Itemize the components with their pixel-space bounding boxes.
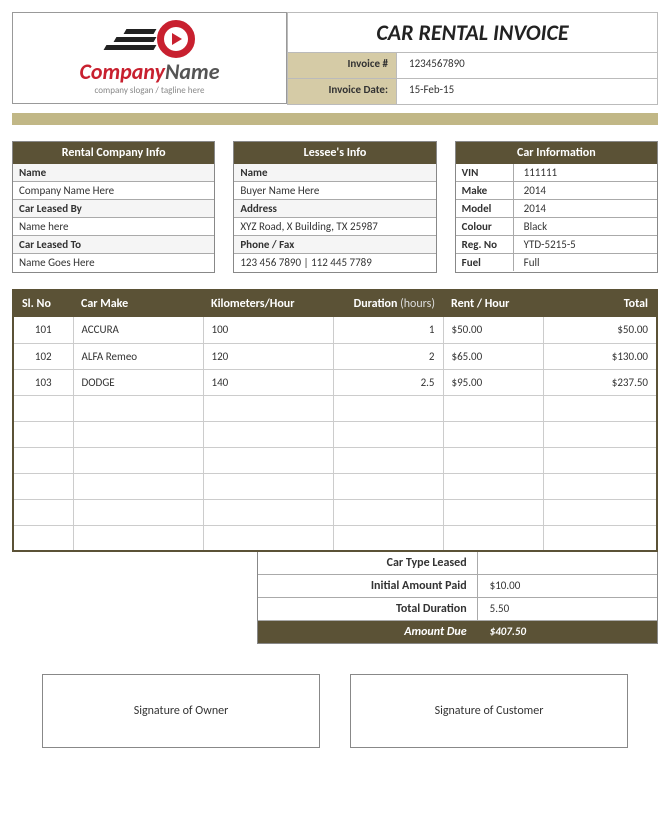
- summary-value: $10.00: [478, 575, 657, 597]
- table-row-empty: [13, 447, 657, 473]
- car-information: Car Information VIN111111Make2014Model20…: [455, 141, 658, 273]
- invoice-no-label: Invoice #: [287, 53, 397, 79]
- cell-total: $50.00: [543, 317, 657, 343]
- signature-customer: Signature of Customer: [350, 674, 628, 748]
- cell-sl: 102: [13, 343, 73, 369]
- col-rent: Rent / Hour: [443, 290, 543, 317]
- invoice-no-value: 1234567890: [397, 53, 658, 79]
- kv-key: Fuel: [456, 254, 514, 271]
- cell-rent: $50.00: [443, 317, 543, 343]
- cell-make: DODGE: [73, 369, 203, 395]
- logo-graphic: [105, 20, 195, 58]
- summary-row: Car Type Leased: [258, 552, 657, 575]
- info-line: 123 456 7890 | 112 445 7789: [234, 254, 435, 272]
- table-row-empty: [13, 525, 657, 551]
- info-line: Name: [234, 164, 435, 182]
- table-row-empty: [13, 395, 657, 421]
- panel-header: Car Information: [456, 142, 657, 164]
- cell-km: 120: [203, 343, 333, 369]
- info-line: Buyer Name Here: [234, 182, 435, 200]
- kv-row: ColourBlack: [456, 218, 657, 236]
- divider-bar: [12, 113, 658, 125]
- cell-total: $237.50: [543, 369, 657, 395]
- signatures: Signature of Owner Signature of Customer: [12, 674, 658, 748]
- kv-row: FuelFull: [456, 254, 657, 271]
- kv-row: Reg. NoYTD-5215-5: [456, 236, 657, 254]
- cell-duration: 2: [333, 343, 443, 369]
- info-line: Name: [13, 164, 214, 182]
- cell-make: ALFA Remeo: [73, 343, 203, 369]
- header: CompanyName company slogan / tagline her…: [12, 12, 658, 105]
- table-row-empty: [13, 473, 657, 499]
- col-sl: Sl. No: [13, 290, 73, 317]
- company-name: CompanyName: [79, 58, 219, 85]
- rental-company-info: Rental Company Info NameCompany Name Her…: [12, 141, 215, 273]
- kv-key: VIN: [456, 164, 514, 181]
- kv-value: Black: [514, 218, 657, 235]
- cell-make: ACCURA: [73, 317, 203, 343]
- info-line: Car Leased By: [13, 200, 214, 218]
- table-row: 102ALFA Remeo1202$65.00$130.00: [13, 343, 657, 369]
- kv-value: YTD-5215-5: [514, 236, 657, 253]
- summary-label: Car Type Leased: [258, 552, 477, 574]
- lessee-info: Lessee's Info NameBuyer Name HereAddress…: [233, 141, 436, 273]
- col-duration: Duration (hours): [333, 290, 443, 317]
- col-km: Kilometers/Hour: [203, 290, 333, 317]
- kv-value: 2014: [514, 200, 657, 217]
- summary-label: Total Duration: [258, 598, 477, 620]
- cell-rent: $95.00: [443, 369, 543, 395]
- table-row-empty: [13, 499, 657, 525]
- kv-row: Make2014: [456, 182, 657, 200]
- cell-km: 100: [203, 317, 333, 343]
- info-line: Phone / Fax: [234, 236, 435, 254]
- tagline: company slogan / tagline here: [95, 85, 205, 96]
- kv-key: Make: [456, 182, 514, 199]
- col-make: Car Make: [73, 290, 203, 317]
- info-panels: Rental Company Info NameCompany Name Her…: [12, 141, 658, 273]
- col-total: Total: [543, 290, 657, 317]
- table-row: 101ACCURA1001$50.00$50.00: [13, 317, 657, 343]
- kv-row: Model2014: [456, 200, 657, 218]
- summary-total: Amount Due$407.50: [258, 621, 657, 643]
- cell-duration: 2.5: [333, 369, 443, 395]
- panel-header: Lessee's Info: [234, 142, 435, 164]
- cell-sl: 101: [13, 317, 73, 343]
- kv-value: Full: [514, 254, 657, 271]
- kv-key: Reg. No: [456, 236, 514, 253]
- kv-value: 2014: [514, 182, 657, 199]
- info-line: Name here: [13, 218, 214, 236]
- cell-sl: 103: [13, 369, 73, 395]
- table-row: 103DODGE1402.5$95.00$237.50: [13, 369, 657, 395]
- summary-row: Initial Amount Paid$10.00: [258, 575, 657, 598]
- logo-box: CompanyName company slogan / tagline her…: [12, 12, 287, 104]
- summary-label: Initial Amount Paid: [258, 575, 477, 597]
- line-items-table: Sl. No Car Make Kilometers/Hour Duration…: [12, 289, 658, 552]
- info-line: XYZ Road, X Building, TX 25987: [234, 218, 435, 236]
- signature-owner: Signature of Owner: [42, 674, 320, 748]
- kv-value: 111111: [514, 164, 657, 181]
- info-line: Car Leased To: [13, 236, 214, 254]
- cell-km: 140: [203, 369, 333, 395]
- info-line: Name Goes Here: [13, 254, 214, 272]
- invoice-title: CAR RENTAL INVOICE: [287, 12, 658, 53]
- cell-total: $130.00: [543, 343, 657, 369]
- summary-row: Total Duration5.50: [258, 598, 657, 621]
- kv-row: VIN111111: [456, 164, 657, 182]
- summary-value: 5.50: [478, 598, 657, 620]
- info-line: Address: [234, 200, 435, 218]
- summary-value: [478, 552, 657, 574]
- summary-box: Car Type LeasedInitial Amount Paid$10.00…: [257, 552, 658, 644]
- summary-value: $407.50: [478, 621, 657, 643]
- table-row-empty: [13, 421, 657, 447]
- panel-header: Rental Company Info: [13, 142, 214, 164]
- cell-rent: $65.00: [443, 343, 543, 369]
- summary-label: Amount Due: [258, 621, 477, 643]
- info-line: Company Name Here: [13, 182, 214, 200]
- kv-key: Colour: [456, 218, 514, 235]
- invoice-date-label: Invoice Date:: [287, 79, 397, 105]
- cell-duration: 1: [333, 317, 443, 343]
- kv-key: Model: [456, 200, 514, 217]
- play-icon: [157, 20, 195, 58]
- invoice-date-value: 15-Feb-15: [397, 79, 658, 105]
